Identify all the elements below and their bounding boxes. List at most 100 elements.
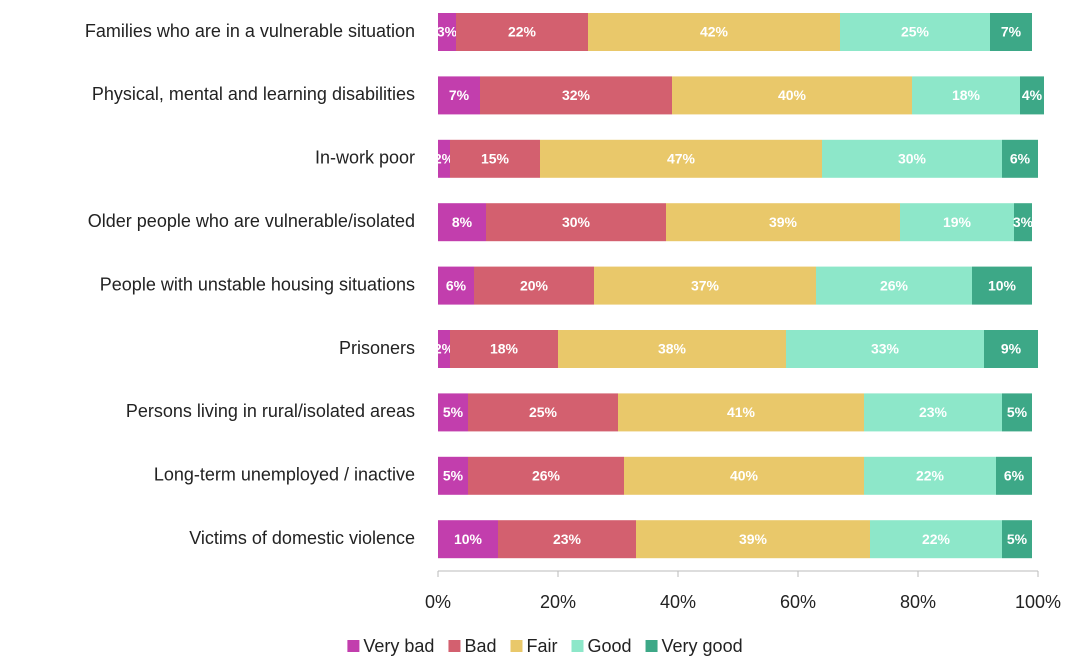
bar-segment [822,139,1002,178]
data-label: 22% [916,468,945,484]
data-label: 26% [532,468,561,484]
bar-segment [438,330,450,368]
data-label: 18% [952,87,981,103]
data-label: 19% [943,214,972,230]
bar-segment [1020,76,1044,115]
data-label: 22% [508,24,537,40]
data-label: 5% [1007,404,1028,420]
data-label: 30% [898,151,927,167]
data-label: 33% [871,341,900,357]
data-label: 2% [434,341,455,357]
data-label: 10% [454,531,483,547]
data-label: 37% [691,277,720,293]
legend-label: Good [587,636,631,656]
bar-segment [786,330,984,368]
data-label: 9% [1001,341,1022,357]
bar-segment [672,76,912,115]
bar-segment [480,76,672,115]
data-label: 20% [520,277,549,293]
data-label: 26% [880,277,909,293]
legend-swatch [571,640,584,652]
bar-segment [498,520,636,559]
data-label: 7% [1001,24,1022,40]
bar-segment [450,330,558,368]
bar-segment [468,456,624,495]
data-label: 47% [667,151,696,167]
legend-label: Very bad [363,636,434,656]
category-label: Long-term unemployed / inactive [154,465,415,485]
data-label: 23% [919,404,948,420]
data-label: 40% [778,87,807,103]
bar-segment [840,13,990,51]
bar-segment [864,456,996,495]
bar-segment [594,266,816,305]
bar-segment [816,266,972,305]
data-label: 39% [739,531,768,547]
bar-segment [486,203,666,242]
legend-label: Fair [526,636,557,656]
data-label: 7% [449,87,470,103]
data-label: 23% [553,531,582,547]
bar-segment [474,266,594,305]
x-tick-label: 80% [900,592,936,612]
bar-segment [996,456,1032,495]
legend-label: Very good [662,636,743,656]
bar-segment [1002,393,1032,432]
data-label: 5% [443,468,464,484]
data-label: 18% [490,341,519,357]
bar-segment [468,393,618,432]
bar-segment [438,393,468,432]
x-tick-label: 100% [1015,592,1061,612]
data-label: 41% [727,404,756,420]
bar-segment [558,330,786,368]
data-label: 8% [452,214,473,230]
bar-segment [540,139,822,178]
data-label: 10% [988,277,1017,293]
data-label: 2% [434,151,455,167]
bar-segment [990,13,1032,51]
bar-segment [1002,520,1032,559]
bar-segment [972,266,1032,305]
bar-segment [912,76,1020,115]
bar-segment [438,76,480,115]
legend-swatch [510,640,523,652]
data-label: 6% [446,277,467,293]
data-label: 25% [901,24,930,40]
data-label: 6% [1004,468,1025,484]
bar-segment [588,13,840,51]
category-label: Persons living in rural/isolated areas [126,401,415,421]
legend-swatch [645,640,658,652]
data-label: 39% [769,214,798,230]
bar-segment [870,520,1002,559]
category-label: Victims of domestic violence [189,528,415,548]
category-label: Families who are in a vulnerable situati… [85,21,415,41]
x-tick-label: 0% [425,592,451,612]
category-label: People with unstable housing situations [100,274,415,294]
category-label: Prisoners [339,338,415,358]
data-label: 32% [562,87,591,103]
category-label: Older people who are vulnerable/isolated [88,211,415,231]
bar-segment [438,13,456,51]
bar-segment [1014,203,1032,242]
bar-segment [618,393,864,432]
legend-label: Bad [464,636,496,656]
bar-segment [984,330,1038,368]
data-label: 5% [1007,531,1028,547]
bar-segment [438,139,450,178]
bar-segment [900,203,1014,242]
data-label: 4% [1022,87,1043,103]
x-tick-label: 60% [780,592,816,612]
bar-segment [456,13,588,51]
x-tick-label: 20% [540,592,576,612]
legend-swatch [448,640,461,652]
bar-segment [438,520,498,559]
bar-segment [438,266,474,305]
x-tick-label: 40% [660,592,696,612]
bar-segment [450,139,540,178]
data-label: 3% [437,24,458,40]
bar-segment [666,203,900,242]
category-label: In-work poor [315,148,415,168]
data-label: 6% [1010,151,1031,167]
data-label: 42% [700,24,729,40]
